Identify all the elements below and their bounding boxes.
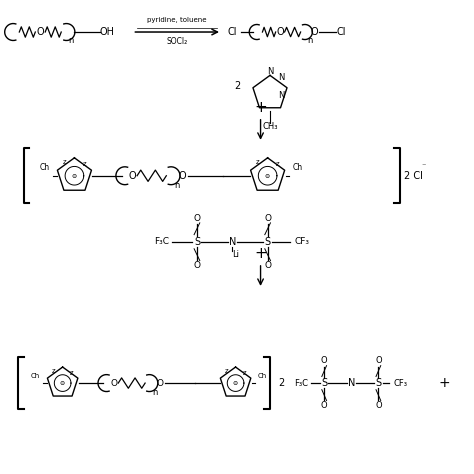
Text: F₃C: F₃C xyxy=(294,379,309,388)
Text: SOCl₂: SOCl₂ xyxy=(166,37,188,46)
Text: $\ominus$: $\ominus$ xyxy=(264,172,271,180)
Text: Ch: Ch xyxy=(30,373,39,379)
Text: N: N xyxy=(278,91,284,100)
Text: $\ominus$: $\ominus$ xyxy=(232,379,239,387)
Text: z: z xyxy=(243,370,246,376)
Text: N: N xyxy=(278,73,284,82)
Text: z: z xyxy=(70,370,73,376)
Text: N: N xyxy=(267,67,273,76)
Text: O: O xyxy=(264,261,271,270)
Text: Cl: Cl xyxy=(337,27,346,37)
Text: O: O xyxy=(375,401,382,410)
Text: O: O xyxy=(128,171,136,181)
Text: S: S xyxy=(264,237,271,246)
Text: n: n xyxy=(152,388,157,397)
Text: n: n xyxy=(68,36,73,45)
Text: z: z xyxy=(52,368,55,374)
Text: +: + xyxy=(438,376,450,390)
Text: O: O xyxy=(193,214,201,223)
Text: CF₃: CF₃ xyxy=(294,237,310,246)
Text: Ch: Ch xyxy=(39,163,49,172)
Text: Ch: Ch xyxy=(257,373,266,379)
Text: z: z xyxy=(225,368,228,374)
Text: N: N xyxy=(228,237,236,246)
Text: +: + xyxy=(254,246,267,261)
Text: CF₃: CF₃ xyxy=(393,379,408,388)
Text: N: N xyxy=(348,378,355,388)
Text: OH: OH xyxy=(100,27,115,37)
Text: O: O xyxy=(157,379,164,388)
Text: O: O xyxy=(179,171,187,181)
Text: F₃C: F₃C xyxy=(154,237,169,246)
Text: ⁻: ⁻ xyxy=(421,161,425,170)
Text: z: z xyxy=(276,161,279,167)
Text: Ch: Ch xyxy=(292,163,303,172)
Text: O: O xyxy=(311,27,319,37)
Text: O: O xyxy=(321,401,328,410)
Text: 2: 2 xyxy=(278,378,285,388)
Text: $\ominus$: $\ominus$ xyxy=(71,172,78,180)
Text: S: S xyxy=(375,378,382,388)
Text: O: O xyxy=(375,356,382,365)
Text: O: O xyxy=(36,27,44,37)
Text: S: S xyxy=(321,378,327,388)
Text: Cl: Cl xyxy=(228,27,237,37)
Text: O: O xyxy=(264,214,271,223)
Text: CH₃: CH₃ xyxy=(262,122,278,131)
Text: z: z xyxy=(63,159,66,165)
Text: z: z xyxy=(82,161,86,167)
Text: 2 Cl: 2 Cl xyxy=(404,171,423,181)
Text: S: S xyxy=(194,237,200,246)
Text: pyridine, toluene: pyridine, toluene xyxy=(147,17,207,23)
Text: $\ominus$: $\ominus$ xyxy=(59,379,66,387)
Text: O: O xyxy=(276,27,284,37)
Text: n: n xyxy=(174,181,179,190)
Text: n: n xyxy=(307,36,312,45)
Text: Li: Li xyxy=(233,250,239,259)
Text: +: + xyxy=(254,100,267,115)
Text: O: O xyxy=(321,356,328,365)
Text: O: O xyxy=(193,261,201,270)
Text: O: O xyxy=(110,379,117,388)
Text: 2: 2 xyxy=(235,81,241,91)
Text: z: z xyxy=(256,159,260,165)
